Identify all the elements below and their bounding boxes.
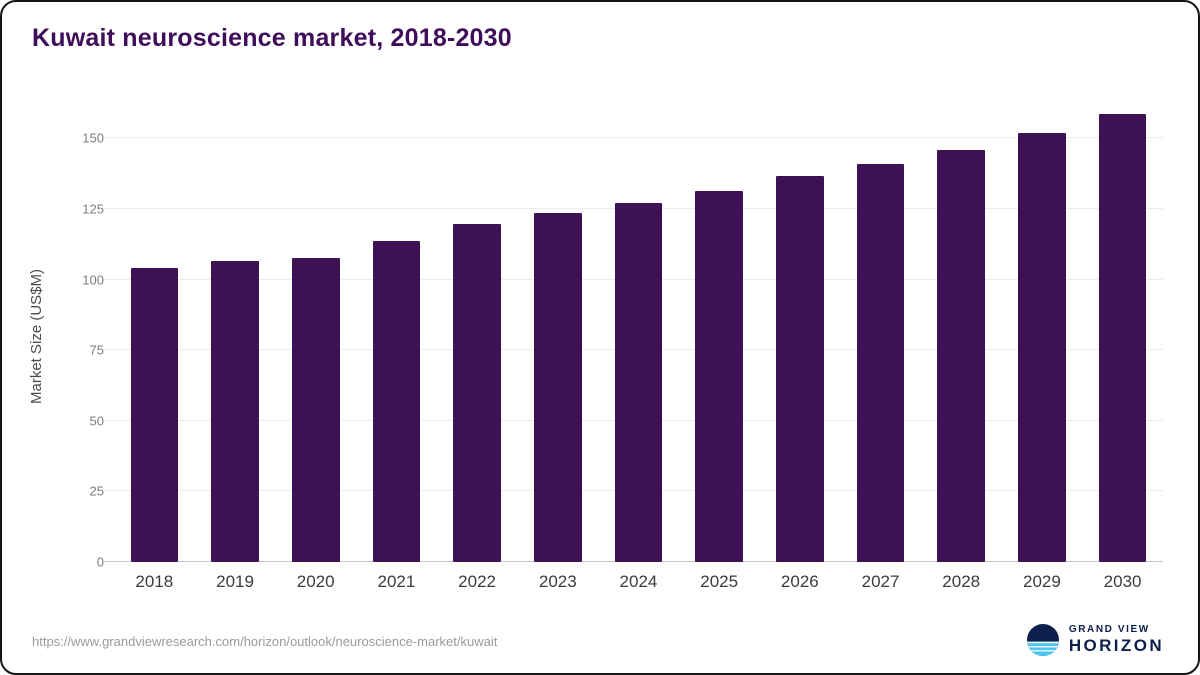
x-tick-label-2029: 2029 [1022, 572, 1061, 591]
bar-slot [114, 110, 195, 562]
bar-slot [1082, 110, 1163, 562]
bar-2019 [211, 261, 259, 562]
bar-2024 [614, 203, 663, 562]
logo-text: GRAND VIEW HORIZON [1069, 624, 1164, 655]
source-url: https://www.grandviewresearch.com/horizo… [32, 634, 498, 649]
x-tick-label-2018: 2018 [135, 572, 174, 591]
bar-slot [921, 110, 1002, 562]
x-tick-label-2020: 2020 [296, 572, 335, 591]
bar-2030 [1098, 114, 1147, 562]
y-axis-label: Market Size (US$M) [28, 268, 45, 404]
x-axis-labels: 2018 2019 2020 2021 2022 2023 2024 2025 2026 2027… [114, 572, 1163, 592]
logo-text-horizon: HORIZON [1068, 635, 1164, 655]
x-tick-label-2019: 2019 [216, 572, 254, 591]
bar-2027 [856, 163, 905, 562]
x-tick-label-2027: 2027 [861, 572, 900, 591]
bar-2029 [1018, 132, 1066, 562]
bar-slot [1002, 110, 1083, 562]
bar-slot [840, 110, 921, 562]
x-tick-label-2026: 2026 [780, 572, 819, 591]
y-tick-label: 50 [89, 413, 104, 429]
y-tick-label: 100 [82, 272, 104, 287]
y-tick-label: 125 [82, 201, 104, 217]
bar-2028 [937, 149, 986, 562]
bar-slot [275, 110, 356, 562]
y-tick-label: 150 [82, 130, 104, 146]
horizon-logo-icon [1026, 624, 1059, 656]
bar-2023 [533, 213, 582, 562]
bar-2022 [453, 224, 501, 562]
x-tick-label-2030: 2030 [1103, 572, 1142, 591]
y-tick-label: 75 [89, 342, 104, 358]
bar-slot [760, 110, 841, 562]
gridline [104, 137, 1163, 139]
x-tick-label-2024: 2024 [619, 572, 658, 591]
bar-2020 [291, 258, 340, 562]
x-tick-label-2025: 2025 [700, 572, 739, 591]
x-tick-label-2021: 2021 [377, 572, 416, 591]
y-axis-ticks: 0 25 50 75 100 125 150 [60, 110, 104, 570]
y-tick-label: 0 [96, 554, 104, 570]
bar-slot [356, 110, 437, 562]
bar-slot [517, 110, 598, 562]
chart-title: Kuwait neuroscience market, 2018-2030 [32, 24, 512, 52]
bar-2021 [372, 241, 421, 562]
logo-text-grand-view: GRAND VIEW [1068, 624, 1150, 636]
bar-2025 [695, 190, 743, 562]
bar-2018 [130, 268, 179, 562]
bar-slot [679, 110, 760, 562]
bar-slot [598, 110, 679, 562]
bars-container [114, 110, 1163, 562]
x-tick-label-2028: 2028 [942, 572, 981, 591]
brand-logo: GRAND VIEW HORIZON [1026, 623, 1164, 657]
bar-slot [437, 110, 518, 562]
x-tick-label-2023: 2023 [538, 572, 577, 591]
plot-area [104, 110, 1163, 562]
x-tick-label-2022: 2022 [458, 572, 496, 591]
y-tick-label: 25 [89, 483, 104, 499]
bar-2026 [776, 176, 824, 562]
bar-slot [195, 110, 276, 562]
